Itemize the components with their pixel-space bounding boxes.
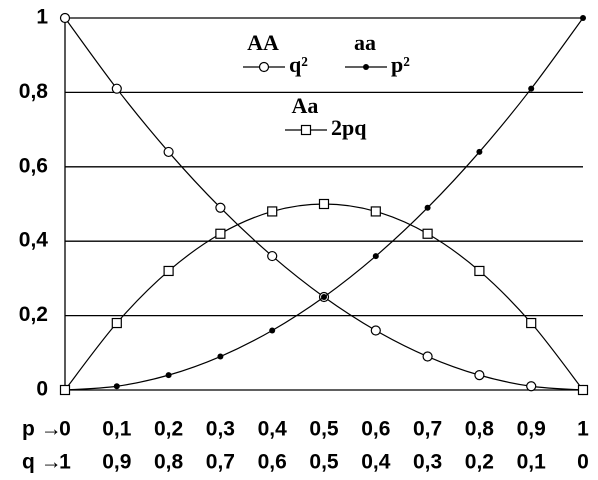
q-tick-label: 1 (59, 451, 71, 474)
data-point (577, 384, 589, 396)
q-tick-label: 0,1 (517, 451, 547, 474)
q-tick-label: 0,5 (309, 451, 339, 474)
y-tick-label: 0,2 (19, 303, 48, 326)
y-tick-label: 0,4 (19, 229, 49, 252)
series-line (64, 17, 584, 391)
data-point (318, 198, 330, 210)
data-point (59, 12, 71, 24)
x-tick-label: 0,9 (517, 418, 546, 441)
data-point (267, 206, 278, 217)
data-point (111, 83, 122, 94)
data-point (476, 148, 483, 155)
data-point (59, 384, 71, 396)
data-point (474, 265, 485, 277)
data-point (422, 228, 433, 239)
data-point (111, 317, 122, 329)
legend-marker (363, 64, 369, 70)
q-tick-label: 0,8 (154, 451, 184, 474)
data-point (267, 250, 278, 262)
legend-formula: 2pq (331, 115, 367, 140)
data-point (372, 253, 379, 260)
data-point (163, 265, 174, 277)
data-point (474, 370, 485, 381)
q-tick-label: 0,4 (361, 451, 391, 474)
data-point (163, 146, 174, 158)
data-point (215, 202, 226, 213)
data-point (321, 294, 327, 300)
data-point (526, 381, 537, 392)
q-tick-label: 0,2 (465, 451, 494, 474)
series-line (64, 17, 584, 391)
data-point (113, 383, 120, 390)
x-tick-label: 0,7 (413, 418, 442, 441)
legend-genotype: Aa (292, 93, 319, 118)
legend-marker (258, 61, 270, 73)
legend-genotype: AA (247, 30, 279, 55)
legend-formula: q² (289, 52, 308, 77)
data-point (528, 85, 535, 92)
data-point (422, 351, 433, 362)
y-tick-label: 1 (36, 6, 48, 29)
q-axis-label: q → (22, 451, 62, 474)
x-tick-label: 0,3 (206, 418, 235, 441)
p-axis-label: p → (22, 418, 62, 441)
data-point (424, 204, 431, 211)
q-tick-label: 0,6 (258, 451, 287, 474)
legend-formula: p² (391, 52, 410, 77)
x-tick-label: 0,1 (102, 418, 132, 441)
q-tick-label: 0 (577, 451, 589, 474)
x-tick-label: 0,6 (361, 418, 390, 441)
data-point (215, 228, 226, 239)
data-point (370, 325, 381, 336)
x-tick-label: 0,2 (154, 418, 183, 441)
data-point (580, 15, 586, 21)
q-tick-label: 0,7 (206, 451, 235, 474)
q-tick-label: 0,3 (413, 451, 442, 474)
x-tick-label: 0,8 (465, 418, 495, 441)
data-point (217, 353, 224, 360)
data-point (165, 372, 172, 379)
q-tick-label: 0,9 (102, 451, 131, 474)
data-point (370, 206, 381, 217)
x-tick-label: 0,4 (258, 418, 288, 441)
y-tick-label: 0,6 (19, 154, 48, 177)
x-tick-label: 1 (577, 418, 589, 441)
y-tick-label: 0,8 (19, 80, 49, 103)
legend-marker (300, 124, 312, 136)
x-tick-label: 0,5 (309, 418, 339, 441)
y-tick-label: 0 (36, 378, 48, 401)
data-point (526, 317, 537, 329)
data-point (269, 327, 276, 334)
legend-genotype: aa (354, 30, 376, 55)
x-tick-label: 0 (59, 418, 71, 441)
